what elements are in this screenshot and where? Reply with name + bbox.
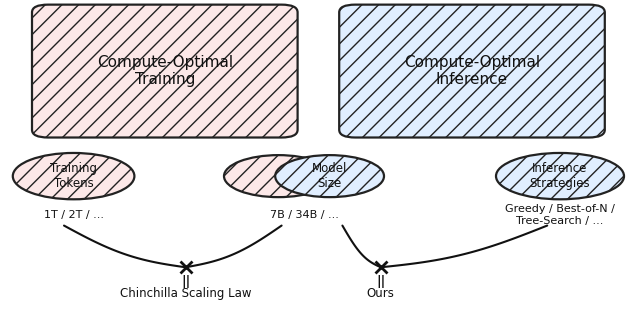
Text: Compute-Optimal
Training: Compute-Optimal Training xyxy=(97,55,233,87)
Text: Inference
Strategies: Inference Strategies xyxy=(530,162,590,190)
Text: Compute-Optimal
Inference: Compute-Optimal Inference xyxy=(404,55,540,87)
Ellipse shape xyxy=(275,155,384,197)
Ellipse shape xyxy=(224,155,333,197)
Text: 7B / 34B / ...: 7B / 34B / ... xyxy=(269,210,339,220)
FancyBboxPatch shape xyxy=(32,5,298,138)
Text: Ours: Ours xyxy=(367,287,395,300)
Text: Training
Tokens: Training Tokens xyxy=(50,162,97,190)
Text: ||: || xyxy=(376,275,385,288)
Ellipse shape xyxy=(13,153,134,199)
Text: Chinchilla Scaling Law: Chinchilla Scaling Law xyxy=(120,287,252,300)
Text: Model
Size: Model Size xyxy=(312,162,348,190)
Ellipse shape xyxy=(496,153,624,199)
Text: Greedy / Best-of-N /
Tree-Search / ...: Greedy / Best-of-N / Tree-Search / ... xyxy=(505,204,615,226)
Text: ||: || xyxy=(181,275,190,288)
FancyBboxPatch shape xyxy=(339,5,605,138)
Text: 1T / 2T / ...: 1T / 2T / ... xyxy=(44,210,104,220)
